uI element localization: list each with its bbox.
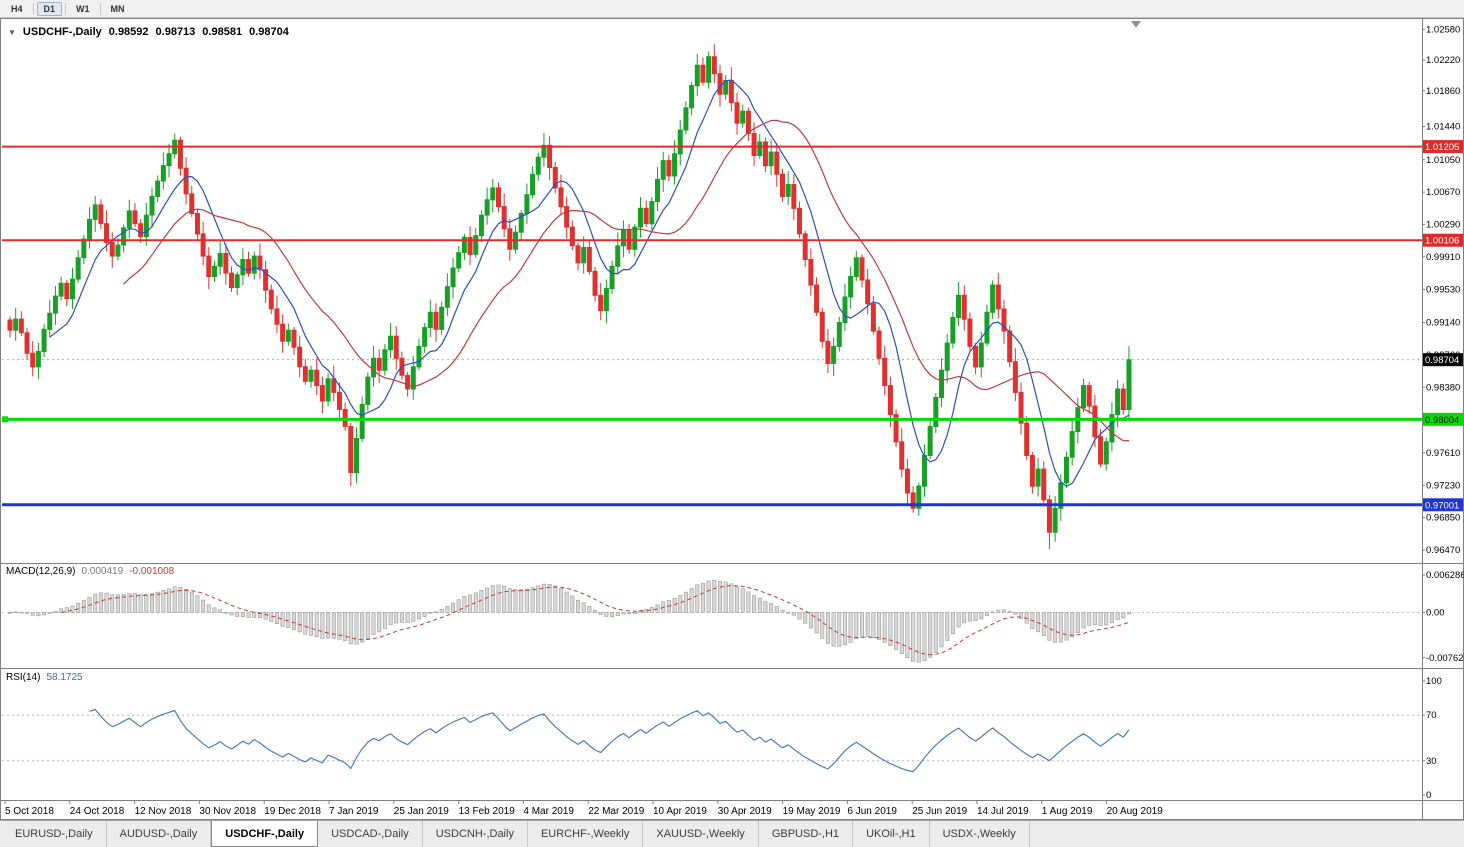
chart-tab-bar: EURUSD-,Daily AUDUSD-,Daily USDCHF-,Dail… <box>0 820 1464 847</box>
svg-text:4 Mar 2019: 4 Mar 2019 <box>523 806 574 817</box>
rsi-name: RSI(14) <box>6 672 41 683</box>
svg-text:24 Oct 2018: 24 Oct 2018 <box>70 806 125 817</box>
ohlc-high: 0.98713 <box>155 26 196 38</box>
timeframe-button-w1[interactable]: W1 <box>76 3 90 14</box>
chart-tab-usdcnh[interactable]: USDCNH-,Daily <box>423 821 528 847</box>
svg-text:-0.007620: -0.007620 <box>1426 653 1464 664</box>
chart-area: ▼ USDCHF-,Daily 0.98592 0.98713 0.98581 … <box>0 18 1464 820</box>
chart-tab-usdx[interactable]: USDX-,Weekly <box>930 821 1030 847</box>
candles <box>7 44 1132 550</box>
svg-text:1.02580: 1.02580 <box>1426 24 1460 35</box>
svg-text:1.00290: 1.00290 <box>1426 220 1460 231</box>
ohlc-close: 0.98704 <box>249 26 289 38</box>
svg-text:0.98704: 0.98704 <box>1425 355 1459 366</box>
svg-text:1.00106: 1.00106 <box>1425 236 1459 247</box>
svg-text:20 Aug 2019: 20 Aug 2019 <box>1107 806 1164 817</box>
chart-symbol-label: USDCHF-,Daily <box>22 26 102 38</box>
svg-text:22 Mar 2019: 22 Mar 2019 <box>588 806 645 817</box>
svg-text:7 Jan 2019: 7 Jan 2019 <box>329 806 379 817</box>
chart-tab-usdchf[interactable]: USDCHF-,Daily <box>211 821 319 847</box>
svg-text:30: 30 <box>1426 756 1437 767</box>
svg-text:1.01205: 1.01205 <box>1425 142 1459 153</box>
timeframe-button-d1[interactable]: D1 <box>36 1 63 16</box>
price-axis: 1.02580 1.02220 1.01860 1.01440 1.01050 1.006… <box>1422 24 1463 556</box>
macd-main-value: 0.000419 <box>81 566 124 577</box>
svg-text:12 Nov 2018: 12 Nov 2018 <box>135 806 192 817</box>
rsi-value: 58.1725 <box>46 672 83 683</box>
svg-text:1.01440: 1.01440 <box>1426 122 1460 133</box>
svg-text:0.97610: 0.97610 <box>1426 448 1460 459</box>
svg-text:6 Jun 2019: 6 Jun 2019 <box>847 806 897 817</box>
svg-text:0: 0 <box>1426 790 1431 801</box>
svg-text:0.97230: 0.97230 <box>1426 480 1460 491</box>
timeframe-button-mn[interactable]: MN <box>110 3 125 14</box>
svg-text:0.00: 0.00 <box>1426 607 1445 618</box>
chart-tab-ukoil[interactable]: UKOil-,H1 <box>853 821 930 847</box>
chart-tab-usdcad[interactable]: USDCAD-,Daily <box>318 821 423 847</box>
svg-text:14 Jul 2019: 14 Jul 2019 <box>977 806 1029 817</box>
chart-header: ▼ USDCHF-,Daily 0.98592 0.98713 0.98581 … <box>8 26 289 38</box>
svg-text:0.006286: 0.006286 <box>1426 570 1464 581</box>
svg-text:13 Feb 2019: 13 Feb 2019 <box>459 806 516 817</box>
collapse-arrow-icon[interactable]: ▼ <box>8 27 16 37</box>
horizontal-lines: 1.01205 1.00106 0.98004 0.97001 <box>2 140 1463 512</box>
chart-tab-eurusd[interactable]: EURUSD-,Daily <box>2 821 107 847</box>
rsi-panel: 100 70 30 0 <box>2 676 1442 801</box>
svg-text:70: 70 <box>1426 710 1437 721</box>
ohlc-open: 0.98592 <box>108 26 149 38</box>
svg-text:0.96850: 0.96850 <box>1426 513 1460 524</box>
chart-tab-audusd[interactable]: AUDUSD-,Daily <box>107 821 212 847</box>
svg-text:0.98380: 0.98380 <box>1426 382 1460 393</box>
svg-text:19 May 2019: 19 May 2019 <box>783 806 841 817</box>
svg-text:100: 100 <box>1426 676 1442 687</box>
price-chart[interactable]: 1.01205 1.00106 0.98004 0.97001 1.02580 1.022… <box>0 18 1464 820</box>
chart-tab-eurchf[interactable]: EURCHF-,Weekly <box>528 821 644 847</box>
macd-indicator-label: MACD(12,26,9) 0.000419 -0.001008 <box>6 566 174 577</box>
svg-text:0.98004: 0.98004 <box>1425 415 1459 426</box>
svg-text:0.96470: 0.96470 <box>1426 545 1460 556</box>
svg-text:10 Apr 2019: 10 Apr 2019 <box>653 806 707 817</box>
toolbar-separator <box>65 2 67 15</box>
timeframe-toolbar: H4 D1 W1 MN <box>0 0 1464 18</box>
shift-marker-icon <box>1131 21 1141 28</box>
svg-text:1 Aug 2019: 1 Aug 2019 <box>1042 806 1093 817</box>
macd-signal-value: -0.001008 <box>129 566 175 577</box>
svg-text:30 Nov 2018: 30 Nov 2018 <box>199 806 256 817</box>
macd-panel: 0.006286 0.00 -0.007620 <box>2 570 1464 664</box>
timeframe-button-h4[interactable]: H4 <box>11 3 23 14</box>
svg-text:0.97001: 0.97001 <box>1425 500 1459 511</box>
svg-text:5 Oct 2018: 5 Oct 2018 <box>5 806 54 817</box>
svg-text:1.02220: 1.02220 <box>1426 55 1460 66</box>
svg-text:19 Dec 2018: 19 Dec 2018 <box>264 806 321 817</box>
date-axis: 5 Oct 2018 24 Oct 2018 12 Nov 2018 30 Nov 2… <box>4 800 1164 817</box>
chart-tab-gbpusd[interactable]: GBPUSD-,H1 <box>759 821 854 847</box>
rsi-indicator-label: RSI(14) 58.1725 <box>6 672 83 683</box>
macd-name: MACD(12,26,9) <box>6 566 76 577</box>
svg-text:1.00670: 1.00670 <box>1426 187 1460 198</box>
svg-text:25 Jan 2019: 25 Jan 2019 <box>394 806 449 817</box>
chart-tab-xauusd[interactable]: XAUUSD-,Weekly <box>643 821 759 847</box>
toolbar-separator <box>32 2 34 15</box>
svg-text:1.01860: 1.01860 <box>1426 86 1460 97</box>
toolbar-separator <box>99 2 101 15</box>
ohlc-low: 0.98581 <box>202 26 243 38</box>
svg-text:30 Apr 2019: 30 Apr 2019 <box>718 806 772 817</box>
svg-text:25 Jun 2019: 25 Jun 2019 <box>912 806 967 817</box>
svg-text:0.99140: 0.99140 <box>1426 318 1460 329</box>
svg-text:1.01050: 1.01050 <box>1426 155 1460 166</box>
moving-averages <box>49 79 1130 487</box>
svg-text:0.99910: 0.99910 <box>1426 252 1460 263</box>
svg-text:0.99530: 0.99530 <box>1426 284 1460 295</box>
